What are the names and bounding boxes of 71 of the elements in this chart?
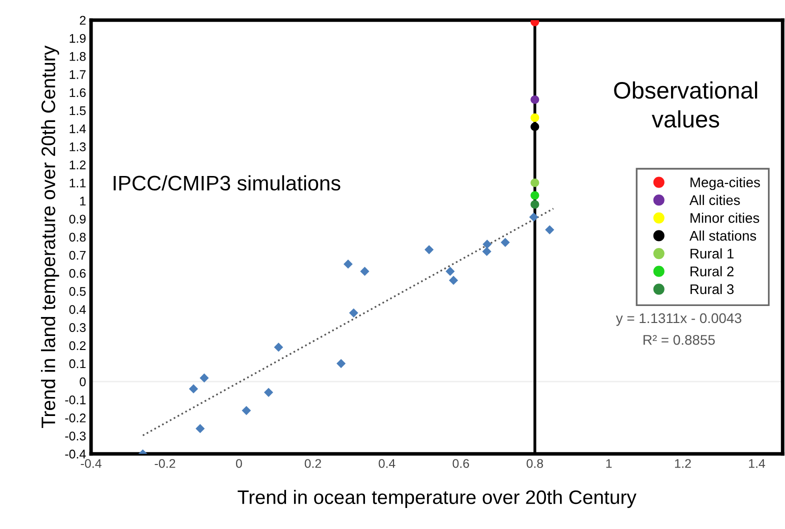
x-tick-label: 0 (236, 459, 242, 468)
x-tick-label: 1 (606, 459, 612, 468)
point (530, 113, 540, 122)
x-tick-label: 0.8 (526, 459, 544, 468)
x-tick-label: 1.2 (675, 459, 691, 468)
point (482, 240, 492, 249)
point (448, 276, 458, 285)
y-tick-label: 0.3 (69, 323, 86, 332)
x-tick-label: 0.6 (452, 459, 470, 468)
y-tick-label: 1.5 (70, 106, 86, 116)
point (200, 373, 209, 383)
y-tick-label: -0.4 (65, 450, 86, 459)
y-tick-label: 1.9 (70, 34, 86, 43)
y-tick-label: 1.8 (70, 52, 86, 61)
y-tick-label: 1.4 (70, 124, 86, 134)
point (188, 384, 198, 394)
y-tick-label: 0.1 (69, 359, 86, 368)
annotation: Observational values (614, 81, 758, 128)
y-tick-label: 0.8 (69, 232, 86, 242)
point (360, 266, 370, 276)
point (264, 388, 274, 397)
y-tick-label: 1.7 (70, 70, 86, 79)
point (530, 191, 540, 200)
annotation: y = 1.1311x - 0.0043 (616, 313, 742, 326)
y-tick-label: 0 (80, 377, 86, 386)
y-tick-label: 1 (80, 196, 86, 206)
point (274, 342, 284, 352)
point (530, 95, 540, 104)
x-tick-label: 0.4 (378, 459, 396, 468)
legend-label: Rural 3 (690, 284, 734, 294)
x-axis-title: Trend in ocean temperature over 20th Century (238, 490, 636, 508)
y-tick-label: 2 (80, 16, 86, 25)
y-tick-label: 1.3 (70, 142, 86, 152)
y-tick-label: 0.6 (69, 268, 86, 278)
legend-label: All cities (689, 194, 740, 206)
x-tick-label: -0.2 (154, 459, 176, 468)
y-tick-label: 0.7 (69, 250, 86, 260)
legend-label: Mega-cities (690, 177, 760, 190)
point (242, 406, 251, 416)
x-tick-label: 0.2 (304, 459, 322, 468)
point (530, 178, 540, 188)
point (500, 238, 510, 247)
point (529, 212, 538, 222)
y-tick-label: -0.3 (65, 432, 86, 440)
y-tick-label: 0.2 (69, 341, 86, 350)
legend-label: Rural 1 (690, 248, 734, 259)
y-tick-label: 0.9 (69, 214, 86, 224)
y-tick-label: -0.1 (65, 395, 86, 404)
y-tick-label: 0.4 (69, 305, 86, 314)
point (196, 424, 205, 434)
point (344, 260, 353, 269)
legend-label: Rural 2 (690, 266, 734, 276)
annotation: R² = 0.8855 (644, 334, 715, 345)
y-tick-label: 1.6 (70, 88, 86, 98)
y-tick-label: 0.5 (69, 287, 86, 296)
point (545, 225, 554, 234)
point (530, 122, 540, 132)
annotation: IPCC/CMIP3 simulations (114, 175, 340, 191)
point (349, 308, 358, 318)
point (446, 266, 455, 276)
y-tick-label: 1.1 (70, 178, 86, 188)
y-tick-label: 1.2 (70, 160, 86, 170)
point (336, 358, 346, 368)
y-axis-title: Trend in land temperature over 20th Century (40, 46, 60, 428)
point (482, 246, 492, 256)
legend-label: Minor cities (690, 212, 760, 223)
point (424, 245, 434, 254)
point (530, 200, 540, 209)
y-tick-label: -0.2 (65, 414, 86, 422)
x-tick-label: 1.4 (749, 459, 766, 468)
legend-label: All stations (689, 230, 756, 241)
